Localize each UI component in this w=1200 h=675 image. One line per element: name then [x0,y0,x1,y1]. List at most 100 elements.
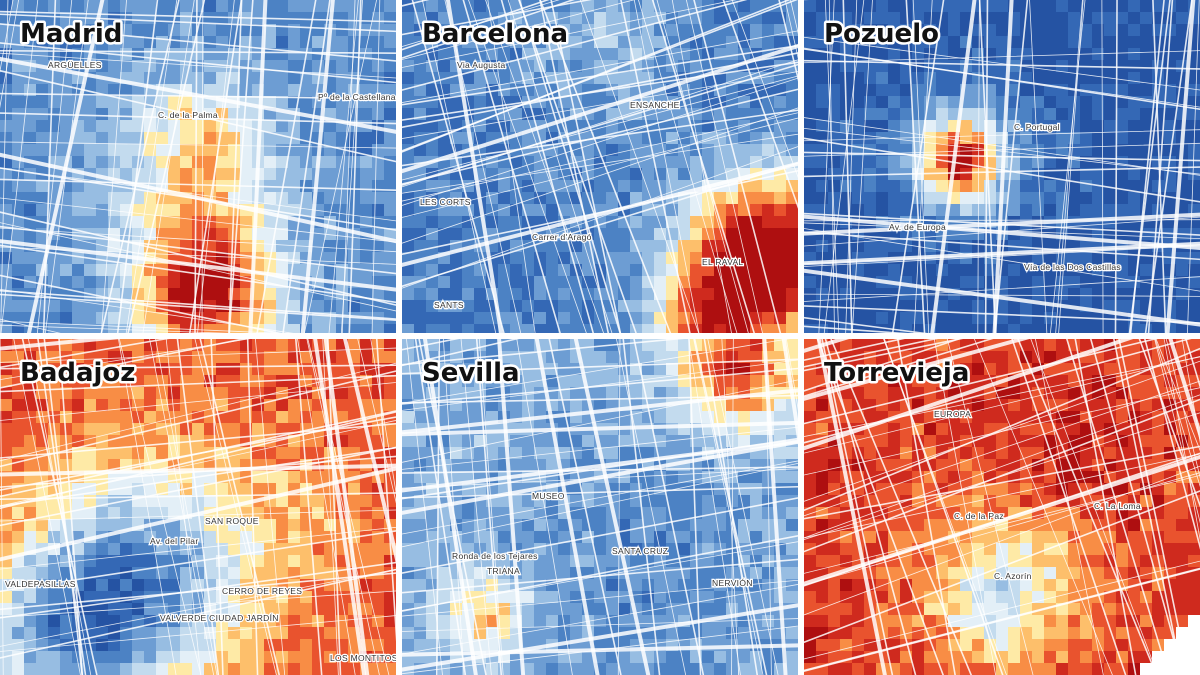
map-block [666,324,679,333]
map-block [1044,96,1057,109]
map-block [726,108,739,121]
map-block [582,288,595,301]
map-block [324,120,337,133]
map-block [240,423,253,436]
place-label: ENSANCHE [630,100,680,110]
street [1165,0,1196,333]
map-block [288,615,301,628]
map-block [1008,48,1021,61]
map-block [0,300,13,313]
map-block [960,240,973,253]
map-block [1044,156,1057,169]
map-block [786,312,798,325]
place-label: SAN ROQUE [205,516,259,526]
map-block [84,120,97,133]
map-block [690,324,703,333]
map-block [438,615,451,628]
map-block [462,252,475,265]
map-block [522,447,535,460]
map-block [762,180,775,193]
map-block [132,399,145,412]
map-block [582,435,595,448]
map-block [414,312,427,325]
map-block [888,84,901,97]
map-block [762,192,775,205]
map-block [876,24,889,37]
map-block [474,96,487,109]
map-block [1044,144,1057,157]
map-block [144,399,157,412]
map-block [156,363,169,376]
map-block [240,483,253,496]
map-block [750,495,763,508]
map-block [48,411,61,424]
street [731,339,734,675]
map-block [300,120,313,133]
map-block [726,651,739,664]
map-block [594,651,607,664]
map-block [1116,24,1129,37]
map-block [960,324,973,333]
map-block [726,132,739,145]
street [804,36,1200,91]
map-block [774,264,787,277]
map-block [384,216,396,229]
map-block [924,132,937,145]
map-block [594,399,607,412]
map-block [324,180,337,193]
map-block [714,543,727,556]
map-block [762,156,775,169]
map-block [948,108,961,121]
map-block [144,108,157,121]
map-block [654,228,667,241]
map-block [1176,264,1189,277]
map-block [1068,108,1081,121]
map-block [300,12,313,25]
map-block [816,156,829,169]
map-block [630,531,643,544]
street [402,603,798,672]
map-block [72,543,85,556]
map-block [216,351,229,364]
map-block [618,180,631,193]
map-block [498,567,511,580]
map-block [24,399,37,412]
map-block [24,555,37,568]
map-block [606,240,619,253]
map-block [312,324,325,333]
map-block [522,663,535,675]
map-block [192,651,205,664]
map-block [414,288,427,301]
map-block [12,324,25,333]
map-block [960,0,973,13]
map-block [1032,324,1045,333]
map-block [804,324,817,333]
map-block [738,651,751,664]
map-block [666,411,679,424]
map-block [216,108,229,121]
map-block [690,603,703,616]
map-block [1056,0,1069,13]
street [155,339,218,675]
map-block [630,555,643,568]
map-block [546,351,559,364]
map-block [852,240,865,253]
street [485,0,604,333]
map-block [546,264,559,277]
map-block [120,639,133,652]
map-block [462,288,475,301]
map-block [252,663,265,675]
map-block [144,276,157,289]
street [0,362,396,462]
map-block [426,120,439,133]
map-block [546,519,559,532]
map-block [132,579,145,592]
street [992,0,1014,333]
map-block [888,324,901,333]
map-block [570,240,583,253]
map-block [762,300,775,313]
map-block [264,423,277,436]
map-block [228,144,241,157]
map-block [1092,0,1105,13]
